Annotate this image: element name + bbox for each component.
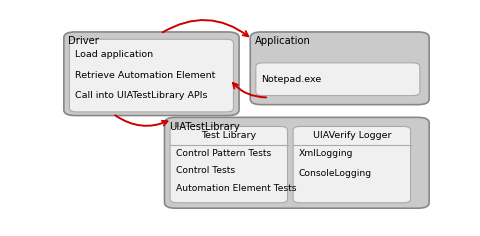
Text: Control Tests: Control Tests <box>175 166 234 175</box>
FancyBboxPatch shape <box>250 32 428 105</box>
Text: UIATestLibrary: UIATestLibrary <box>168 122 239 132</box>
Text: XmlLogging: XmlLogging <box>298 149 352 158</box>
FancyBboxPatch shape <box>255 63 419 96</box>
Text: ConsoleLogging: ConsoleLogging <box>298 169 371 178</box>
FancyBboxPatch shape <box>69 39 233 112</box>
Text: Control Pattern Tests: Control Pattern Tests <box>175 149 270 158</box>
Text: Application: Application <box>254 37 310 46</box>
FancyBboxPatch shape <box>292 126 409 203</box>
Text: UIAVerify Logger: UIAVerify Logger <box>312 131 390 140</box>
Text: Retrieve Automation Element: Retrieve Automation Element <box>75 71 215 80</box>
Text: Load application: Load application <box>75 50 153 59</box>
Text: Driver: Driver <box>68 37 99 46</box>
Text: Notepad.exe: Notepad.exe <box>261 75 321 84</box>
FancyBboxPatch shape <box>170 126 287 203</box>
Text: Test Library: Test Library <box>201 131 256 140</box>
Text: Automation Element Tests: Automation Element Tests <box>175 184 296 193</box>
FancyBboxPatch shape <box>164 117 428 208</box>
Text: Call into UIATestLibrary APIs: Call into UIATestLibrary APIs <box>75 91 207 100</box>
FancyBboxPatch shape <box>64 32 239 116</box>
